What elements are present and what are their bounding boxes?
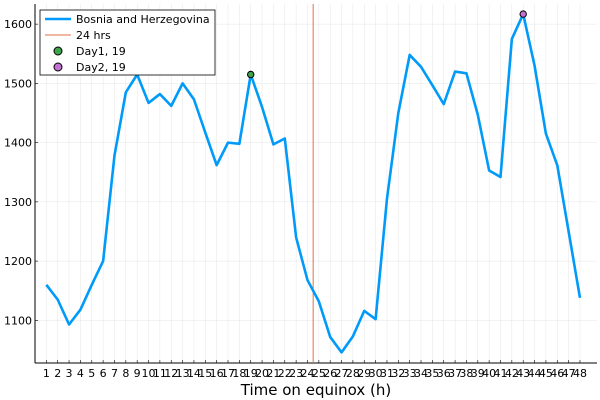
scatter-point <box>519 10 527 18</box>
x-tick-label: 3 <box>66 367 73 380</box>
x-tick-label: 2 <box>54 367 61 380</box>
x-tick-label: 10 <box>142 367 156 380</box>
x-tick-label: 17 <box>221 367 235 380</box>
x-tick-label: 42 <box>505 367 519 380</box>
y-tick-label: 1500 <box>4 77 32 90</box>
x-tick-label: 32 <box>391 367 405 380</box>
series-line-bosnia-and-herzegovina <box>45 12 582 354</box>
x-tick-label: 4 <box>77 367 84 380</box>
x-tick-label: 29 <box>357 367 371 380</box>
plot-marks <box>45 4 582 363</box>
x-tick-label: 41 <box>493 367 507 380</box>
x-tick-label: 34 <box>414 367 428 380</box>
y-tick-label: 1400 <box>4 137 32 150</box>
x-tick-label: 33 <box>403 367 417 380</box>
x-tick-label: 39 <box>471 367 485 380</box>
legend-entry-label: 24 hrs <box>76 29 111 42</box>
tick-labels: 1 2 3 4 5 6 7 8 9 1011121314151617181920212223242… <box>4 18 587 380</box>
x-tick-label: 15 <box>198 367 212 380</box>
legend-marker-swatch <box>53 46 63 56</box>
legend-box <box>39 9 216 76</box>
y-tick-label: 1100 <box>4 314 32 327</box>
legend-entry-label: Day1, 19 <box>76 45 126 58</box>
x-tick-label: 30 <box>369 367 383 380</box>
x-axis-label: Time on equinox (h) <box>240 381 391 399</box>
x-tick-label: 44 <box>528 367 542 380</box>
x-tick-label: 46 <box>550 367 564 380</box>
x-tick-label: 19 <box>244 367 258 380</box>
x-tick-label: 35 <box>425 367 439 380</box>
axes <box>34 4 597 364</box>
legend-entry-label: Bosnia and Herzegovina <box>76 13 210 26</box>
x-tick-label: 48 <box>573 367 587 380</box>
x-tick-label: 27 <box>335 367 349 380</box>
x-tick-label: 14 <box>187 367 201 380</box>
x-tick-label: 6 <box>100 367 107 380</box>
x-tick-label: 38 <box>459 367 473 380</box>
x-tick-label: 40 <box>482 367 496 380</box>
x-tick-label: 47 <box>562 367 576 380</box>
x-tick-label: 21 <box>266 367 280 380</box>
y-tick-label: 1600 <box>4 18 32 31</box>
y-tick-label: 1300 <box>4 196 32 209</box>
x-tick-label: 37 <box>448 367 462 380</box>
x-tick-label: 25 <box>312 367 326 380</box>
x-tick-label: 45 <box>539 367 553 380</box>
x-tick-label: 11 <box>153 367 167 380</box>
scatter-point <box>247 70 255 79</box>
x-tick-label: 24 <box>300 367 314 380</box>
x-tick-label: 31 <box>380 367 394 380</box>
x-tick-label: 18 <box>232 367 246 380</box>
x-tick-label: 8 <box>122 367 129 380</box>
legend: Bosnia and Herzegovina 24 hrs Day1, 19 Day2… <box>39 9 216 76</box>
x-tick-label: 7 <box>111 367 118 380</box>
x-tick-label: 20 <box>255 367 269 380</box>
legend-marker-swatch <box>53 62 63 72</box>
y-tick-label: 1200 <box>4 255 32 268</box>
x-tick-label: 9 <box>134 367 141 380</box>
legend-entry-label: Day2, 19 <box>76 61 126 74</box>
x-tick-label: 43 <box>516 367 530 380</box>
x-tick-label: 16 <box>210 367 224 380</box>
x-tick-label: 36 <box>437 367 451 380</box>
x-tick-label: 22 <box>278 367 292 380</box>
x-tick-label: 28 <box>346 367 360 380</box>
x-tick-label: 13 <box>176 367 190 380</box>
x-tick-label: 1 <box>43 367 50 380</box>
x-tick-label: 12 <box>164 367 178 380</box>
x-tick-label: 26 <box>323 367 337 380</box>
x-tick-label: 23 <box>289 367 303 380</box>
x-tick-label: 5 <box>88 367 95 380</box>
